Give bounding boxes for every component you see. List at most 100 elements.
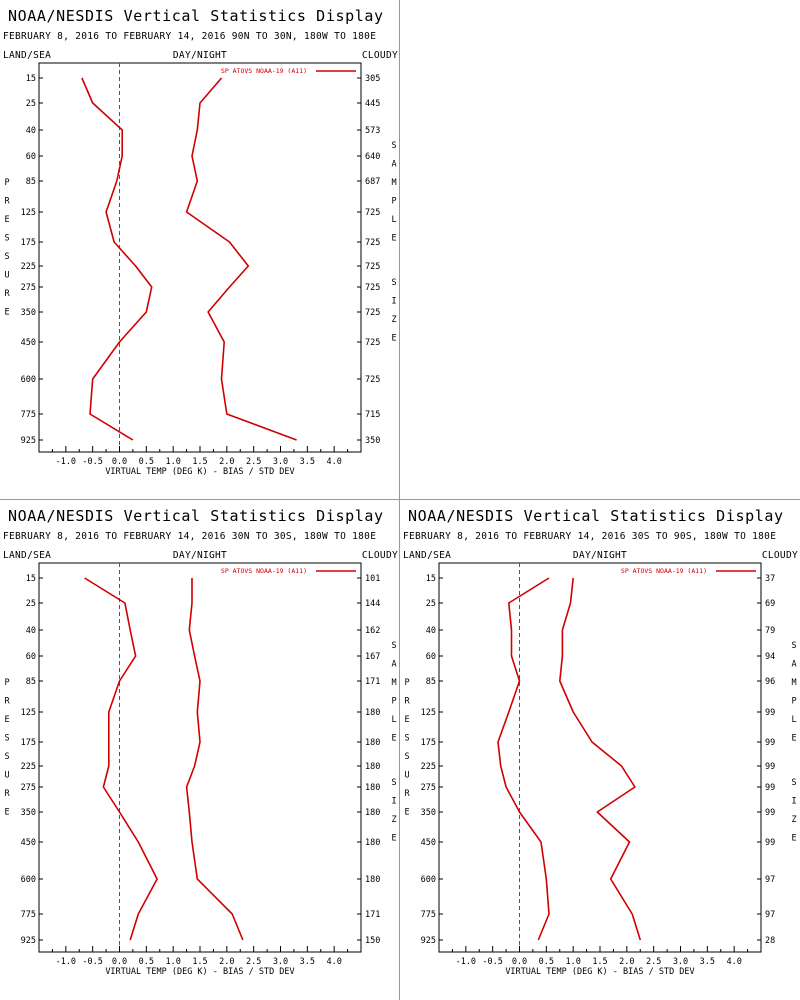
vertical-statistics-chart: NOAA/NESDIS Vertical Statistics Display F… [3, 7, 398, 477]
sample-size-label: 180 [365, 783, 380, 793]
sample-size-label: 725 [365, 338, 380, 348]
sample-size-axis-label-letter: S [791, 778, 796, 788]
x-tick-label: 1.5 [192, 957, 207, 967]
pressure-label: 40 [26, 126, 36, 136]
pressure-label: 225 [421, 762, 436, 772]
x-tick-label: 3.5 [300, 957, 315, 967]
x-tick-label: 2.5 [646, 957, 661, 967]
sample-size-axis-label-letter: P [391, 197, 396, 207]
x-tick-label: 0.0 [112, 957, 127, 967]
land-sea-label: LAND/SEA [3, 50, 51, 61]
sample-size-axis-label-letter: P [791, 697, 796, 707]
x-tick-label: -0.5 [82, 457, 102, 467]
x-tick-label: 2.0 [219, 957, 234, 967]
chart-title: NOAA/NESDIS Vertical Statistics Display [8, 7, 384, 25]
sample-size-axis-label-letter: M [391, 178, 396, 188]
chart-title: NOAA/NESDIS Vertical Statistics Display [408, 507, 784, 525]
x-tick-label: 4.0 [726, 957, 741, 967]
x-tick-label: -1.0 [56, 457, 76, 467]
x-tick-label: 1.5 [592, 957, 607, 967]
sample-size-axis-label-letter: A [391, 660, 396, 670]
sample-size-axis-label-letter: A [791, 660, 796, 670]
cloudy-label: CLOUDY [762, 550, 798, 561]
land-sea-label: LAND/SEA [3, 550, 51, 561]
sample-size-axis-label-letter: L [391, 215, 396, 225]
sample-size-label: 94 [765, 652, 775, 662]
y-axis-label-letter: E [404, 808, 409, 818]
x-tick-label: 3.0 [673, 957, 688, 967]
sample-size-label: 305 [365, 74, 380, 84]
sample-size-label: 725 [365, 375, 380, 385]
sample-size-label: 150 [365, 936, 380, 946]
y-axis-label-letter: R [404, 789, 410, 799]
y-axis-label-letter: U [404, 771, 409, 781]
legend-label: SP ATOVS NOAA-19 (A11) [221, 567, 307, 575]
sample-size-label: 79 [765, 626, 775, 636]
pressure-label: 775 [21, 910, 36, 920]
sample-size-label: 715 [365, 410, 380, 420]
pressure-label: 25 [26, 99, 36, 109]
land-sea-label: LAND/SEA [403, 550, 451, 561]
sample-size-axis-label-letter: E [791, 734, 796, 744]
y-axis-label-letter: P [4, 178, 9, 188]
x-tick-label: 0.0 [112, 457, 127, 467]
x-tick-label: -0.5 [482, 957, 502, 967]
vertical-statistics-chart: NOAA/NESDIS Vertical Statistics Display F… [403, 507, 798, 977]
panel-tropics: NOAA/NESDIS Vertical Statistics Display F… [0, 500, 400, 1000]
sample-size-label: 99 [765, 738, 775, 748]
y-axis-label-letter: E [4, 308, 9, 318]
y-axis-label-letter: E [4, 808, 9, 818]
cloudy-label: CLOUDY [362, 550, 398, 561]
sample-size-label: 167 [365, 652, 380, 662]
sample-size-axis-label-letter: I [391, 796, 396, 806]
x-tick-label: 1.0 [165, 957, 180, 967]
y-axis-label-letter: S [404, 734, 409, 744]
sample-size-label: 640 [365, 152, 380, 162]
pressure-label: 225 [21, 762, 36, 772]
y-axis-label-letter: U [4, 771, 9, 781]
sample-size-label: 99 [765, 783, 775, 793]
panel-divider-horizontal [0, 499, 800, 500]
y-axis-label-letter: E [4, 215, 9, 225]
y-axis-label-letter: R [4, 289, 10, 299]
sample-size-label: 101 [365, 574, 380, 584]
sample-size-label: 180 [365, 738, 380, 748]
sample-size-label: 180 [365, 808, 380, 818]
panel-south: NOAA/NESDIS Vertical Statistics Display F… [400, 500, 800, 1000]
pressure-label: 925 [21, 436, 36, 446]
sample-size-label: 573 [365, 126, 380, 136]
sample-size-label: 99 [765, 762, 775, 772]
cloudy-label: CLOUDY [362, 50, 398, 61]
pressure-label: 175 [21, 738, 36, 748]
sample-size-axis-label-letter: Z [391, 315, 396, 325]
pressure-label: 125 [21, 208, 36, 218]
x-tick-label: 3.5 [300, 457, 315, 467]
x-tick-label: 3.0 [273, 957, 288, 967]
pressure-label: 775 [421, 910, 436, 920]
std-dev-series-line [559, 577, 642, 941]
sample-size-axis-label-letter: E [391, 833, 396, 843]
y-axis-label-letter: S [404, 752, 409, 762]
sample-size-axis-label-letter: S [391, 778, 396, 788]
sample-size-label: 171 [365, 677, 380, 687]
sample-size-label: 28 [765, 936, 775, 946]
sample-size-label: 180 [365, 762, 380, 772]
pressure-label: 85 [26, 177, 36, 187]
sample-size-axis-label-letter: E [391, 734, 396, 744]
sample-size-axis-label-letter: L [791, 715, 796, 725]
x-tick-label: 4.0 [326, 457, 341, 467]
y-axis-label-letter: P [404, 678, 409, 688]
x-tick-label: -0.5 [82, 957, 102, 967]
pressure-label: 15 [26, 74, 36, 84]
sample-size-label: 96 [765, 677, 775, 687]
sample-size-label: 162 [365, 626, 380, 636]
panel-north: NOAA/NESDIS Vertical Statistics Display F… [0, 0, 400, 500]
y-axis-label-letter: R [404, 697, 410, 707]
x-tick-label: 1.0 [565, 957, 580, 967]
sample-size-label: 171 [365, 910, 380, 920]
pressure-label: 225 [21, 262, 36, 272]
